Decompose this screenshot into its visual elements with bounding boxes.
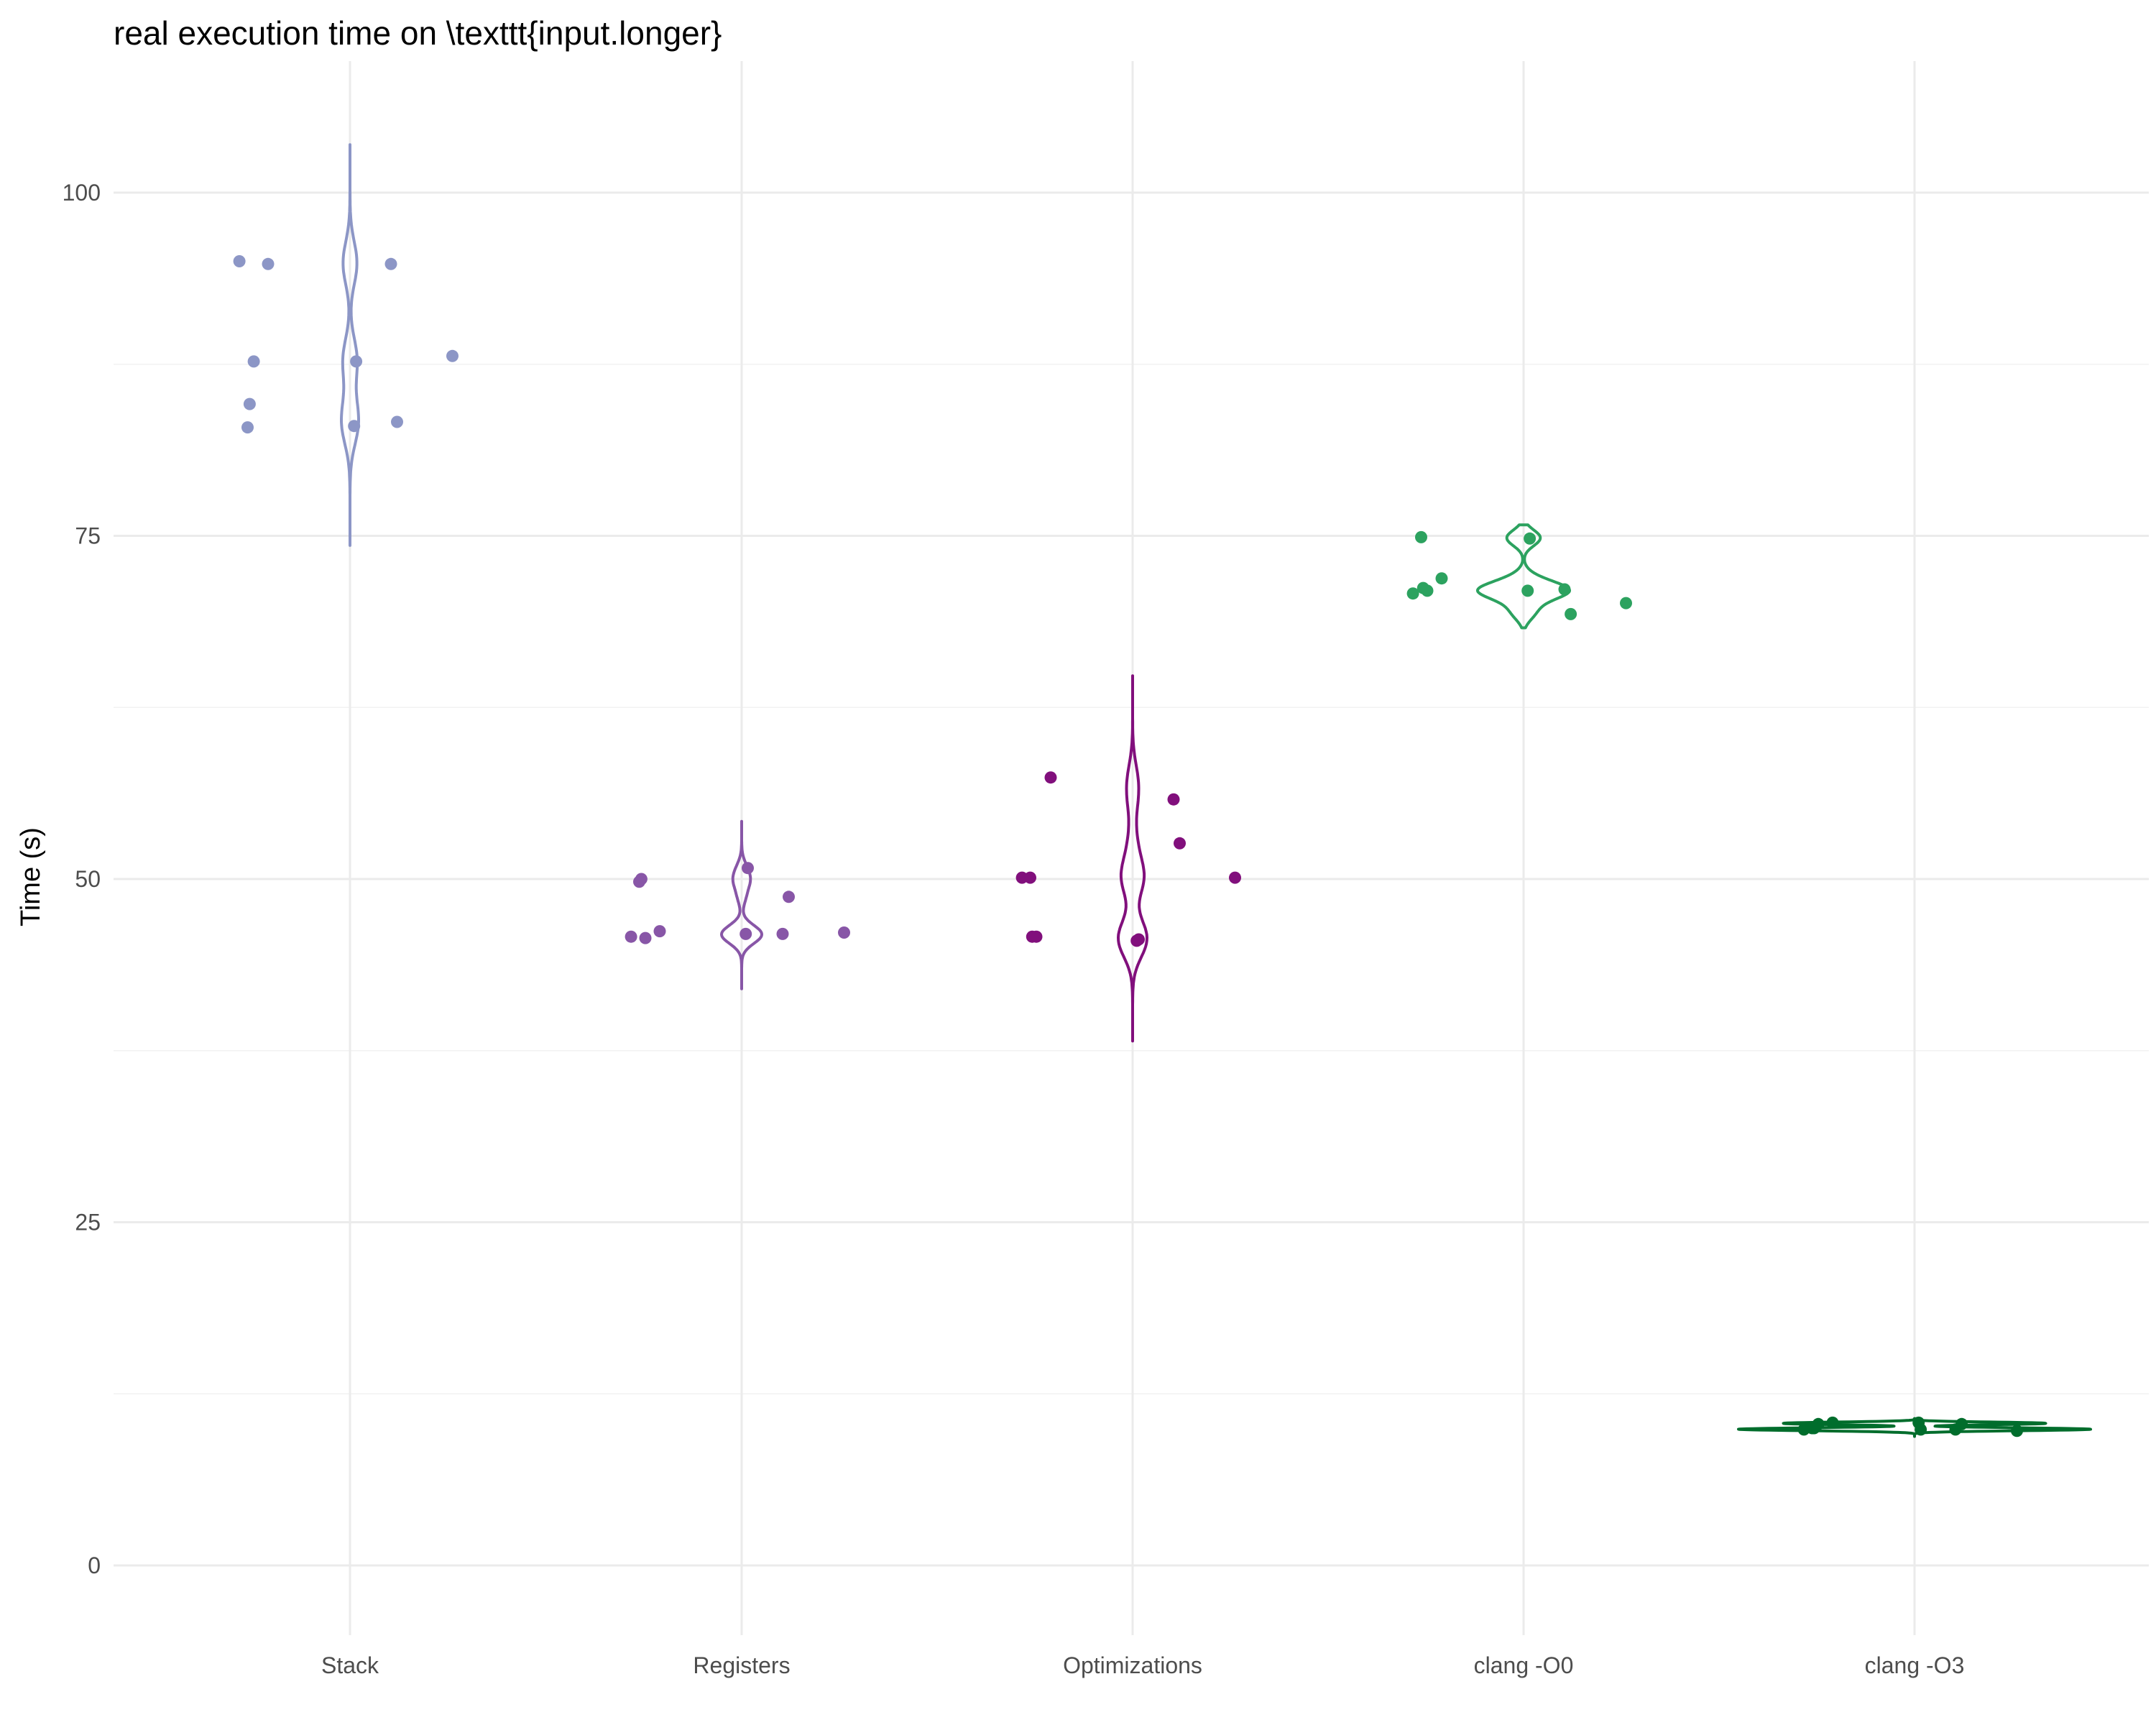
- data-point: [2011, 1425, 2023, 1438]
- data-point: [1130, 934, 1143, 947]
- y-tick-label: 50: [75, 866, 101, 892]
- data-point: [241, 421, 254, 434]
- data-point: [1955, 1417, 1968, 1430]
- data-point: [783, 891, 795, 903]
- data-point: [391, 415, 403, 428]
- data-point: [633, 875, 645, 888]
- violin-optimizations: [1117, 674, 1148, 1043]
- y-axis-title: Time (s): [16, 827, 46, 926]
- data-point: [1026, 930, 1038, 943]
- data-point: [838, 926, 850, 939]
- y-tick-label: 75: [75, 523, 101, 549]
- grid-layer: [114, 61, 2149, 1635]
- x-tick-label: Registers: [693, 1652, 790, 1678]
- data-point: [1524, 532, 1537, 545]
- data-point: [262, 257, 275, 270]
- data-point: [740, 927, 752, 940]
- tick-labels: 0 25 50 75 100 Stack Registers Optimizations cla…: [63, 180, 1965, 1678]
- data-point: [1174, 837, 1186, 850]
- data-point: [1024, 871, 1036, 884]
- data-point: [1229, 871, 1241, 884]
- violin-stack: [340, 143, 360, 547]
- x-tick-label: clang -O0: [1474, 1652, 1574, 1678]
- x-tick-label: clang -O3: [1865, 1652, 1965, 1678]
- data-point: [1806, 1422, 1818, 1435]
- data-point: [446, 349, 459, 362]
- violin-registers: [720, 819, 763, 990]
- data-point: [625, 930, 637, 943]
- data-point: [1620, 597, 1632, 610]
- data-point: [384, 257, 397, 270]
- data-point: [1415, 530, 1427, 543]
- x-tick-label: Stack: [321, 1652, 379, 1678]
- data-point: [1521, 584, 1534, 597]
- data-point: [350, 355, 363, 368]
- data-point: [1565, 607, 1577, 620]
- x-tick-label: Optimizations: [1063, 1652, 1202, 1678]
- data-point: [1044, 771, 1057, 784]
- data-point: [639, 932, 652, 944]
- data-point: [1826, 1416, 1839, 1429]
- data-point: [742, 862, 754, 875]
- chart-title: real execution time on \texttt{input.lon…: [114, 14, 722, 52]
- data-point: [653, 925, 666, 938]
- violin-layer: [340, 143, 2092, 1438]
- data-point: [1558, 583, 1571, 596]
- point-layer: [233, 255, 2023, 1438]
- data-point: [776, 927, 789, 940]
- y-tick-label: 25: [75, 1210, 101, 1236]
- y-tick-label: 0: [88, 1552, 101, 1578]
- data-point: [1167, 793, 1180, 806]
- data-point: [1406, 587, 1419, 600]
- data-point: [233, 255, 246, 267]
- data-point: [1416, 581, 1429, 594]
- data-point: [1912, 1416, 1925, 1429]
- y-tick-label: 100: [63, 180, 101, 206]
- data-point: [243, 397, 256, 410]
- data-point: [1435, 572, 1448, 585]
- data-point: [247, 355, 260, 368]
- data-point: [348, 420, 361, 433]
